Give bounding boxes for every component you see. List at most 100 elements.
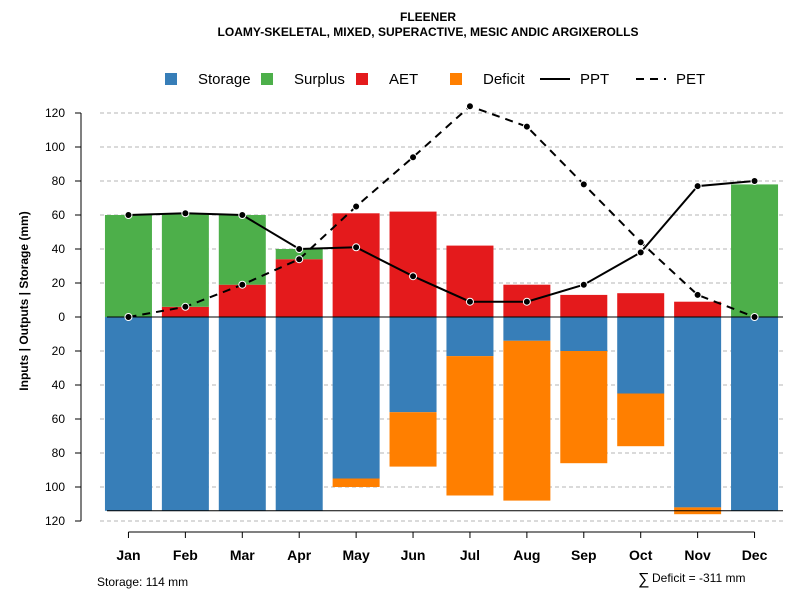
x-tick-label-jun: Jun — [401, 547, 426, 563]
point-pet-jul — [465, 102, 474, 111]
y-tick-label: 40 — [52, 378, 66, 392]
legend-label-pet: PET — [676, 71, 705, 88]
bar-deficit-aug — [503, 340, 551, 501]
x-tick-label-feb: Feb — [173, 547, 198, 563]
deficit-note: Deficit = -311 mm — [652, 571, 745, 585]
bar-aet-may — [332, 213, 380, 317]
line-pet — [128, 105, 755, 318]
bar-aet-jun — [389, 211, 437, 317]
bar-aet-jul — [446, 245, 494, 317]
bar-deficit-sep — [560, 351, 608, 464]
point-ppt-feb — [181, 209, 190, 218]
point-pet-apr — [295, 255, 304, 264]
bar-storage-apr — [275, 317, 323, 511]
bar-deficit-oct — [617, 393, 665, 447]
x-tick-label-aug: Aug — [513, 547, 540, 563]
point-pet-mar — [238, 280, 247, 289]
point-ppt-jul — [465, 297, 474, 306]
bar-aet-feb — [161, 306, 209, 317]
line-ppt — [128, 180, 755, 303]
bar-storage-jun — [389, 317, 437, 413]
point-pet-nov — [693, 290, 702, 299]
bar-deficit-jul — [446, 356, 494, 496]
point-pet-sep — [579, 180, 588, 189]
point-ppt-jan — [124, 211, 133, 219]
y-tick-label: 0 — [58, 310, 65, 324]
bar-storage-may — [332, 317, 380, 479]
bar-aet-sep — [560, 294, 608, 317]
chart-title: FLEENER — [400, 10, 456, 24]
legend-swatch-surplus — [261, 73, 273, 85]
x-tick-label-dec: Dec — [742, 547, 768, 563]
bar-surplus-jan — [104, 215, 152, 317]
bar-storage-oct — [617, 317, 665, 394]
x-tick-label-jan: Jan — [116, 547, 140, 563]
bar-aet-apr — [275, 259, 323, 317]
bar-storage-mar — [218, 317, 266, 511]
point-ppt-aug — [522, 297, 531, 306]
y-tick-label: 60 — [52, 208, 66, 222]
y-tick-label: 20 — [52, 276, 66, 290]
bar-storage-nov — [674, 317, 722, 508]
point-pet-feb — [181, 302, 190, 311]
x-tick-label-jul: Jul — [460, 547, 480, 563]
point-ppt-mar — [238, 211, 247, 219]
bar-storage-jan — [104, 317, 152, 511]
bar-storage-sep — [560, 317, 608, 351]
x-tick-label-sep: Sep — [571, 547, 597, 563]
bar-aet-mar — [218, 284, 266, 317]
point-ppt-may — [352, 243, 361, 252]
legend-swatch-deficit — [450, 73, 462, 85]
legend-swatch-storage — [165, 73, 177, 85]
axes: 120 100 80 60 40 20 0 20 40 60 80 100 120 Jan Feb Mar Ap… — [45, 106, 768, 563]
point-ppt-apr — [295, 245, 304, 253]
bar-surplus-apr — [275, 249, 323, 260]
bar-storage-jul — [446, 317, 494, 357]
legend-label-ppt: PPT — [580, 71, 609, 88]
x-tick-label-oct: Oct — [629, 547, 653, 563]
legend-swatch-aet — [356, 73, 368, 85]
point-pet-jan — [124, 313, 133, 321]
lines — [124, 102, 759, 321]
y-tick-label: 120 — [45, 106, 65, 120]
x-tick-label-nov: Nov — [684, 547, 711, 563]
y-tick-label: 80 — [52, 446, 66, 460]
bar-deficit-jun — [389, 412, 437, 467]
chart-subtitle: LOAMY-SKELETAL, MIXED, SUPERACTIVE, MESI… — [218, 25, 639, 39]
y-tick-label: 100 — [45, 140, 65, 154]
bar-surplus-feb — [161, 213, 209, 307]
point-ppt-nov — [693, 182, 702, 191]
x-tick-label-apr: Apr — [287, 547, 312, 563]
point-ppt-jun — [409, 272, 418, 281]
y-tick-label: 40 — [52, 242, 66, 256]
y-tick-label: 60 — [52, 412, 66, 426]
bars — [104, 184, 783, 515]
legend-label-surplus: Surplus — [294, 71, 345, 88]
bar-storage-feb — [161, 317, 209, 511]
bar-deficit-may — [332, 478, 380, 487]
storage-note: Storage: 114 mm — [97, 575, 188, 589]
y-axis-label: Inputs | Outputs | Storage (mm) — [17, 211, 31, 390]
x-tick-label-may: May — [343, 547, 370, 563]
y-tick-label: 100 — [45, 480, 65, 494]
bar-aet-nov — [674, 301, 722, 317]
bar-storage-aug — [503, 317, 551, 341]
gridlines — [100, 112, 783, 522]
legend-label-storage: Storage — [198, 71, 251, 88]
bar-aet-oct — [617, 293, 665, 317]
legend: Storage Surplus AET Deficit PPT PET — [165, 71, 705, 88]
point-pet-oct — [636, 238, 645, 247]
deficit-sum-symbol: ∑ — [638, 571, 649, 588]
point-ppt-sep — [579, 280, 588, 289]
point-ppt-dec — [750, 177, 759, 185]
y-tick-label: 80 — [52, 174, 66, 188]
point-ppt-oct — [636, 248, 645, 257]
point-pet-aug — [522, 122, 531, 131]
bar-storage-dec — [731, 317, 779, 511]
y-tick-label: 20 — [52, 344, 66, 358]
bar-surplus-dec — [731, 184, 779, 317]
point-pet-dec — [750, 313, 759, 321]
y-tick-label: 120 — [45, 514, 65, 528]
point-pet-jun — [409, 153, 418, 162]
x-tick-label-mar: Mar — [230, 547, 255, 563]
